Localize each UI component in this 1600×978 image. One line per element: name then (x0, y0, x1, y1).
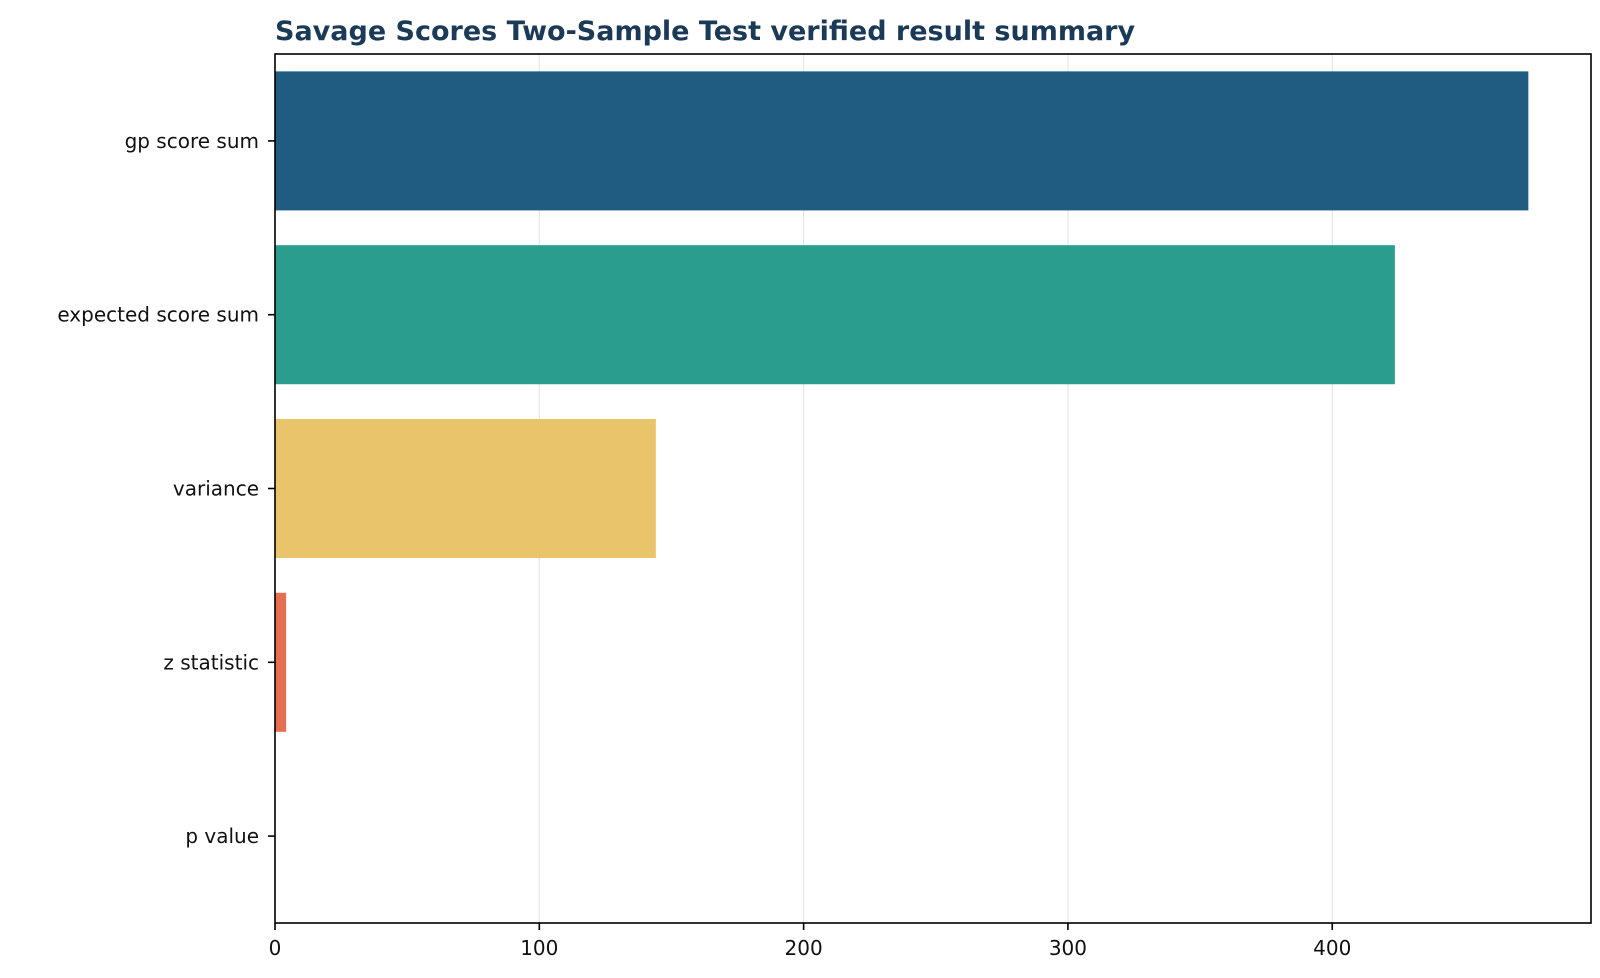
bar-variance (275, 418, 656, 559)
bar-z-statistic (275, 592, 287, 732)
y-tick-label: gp score sum (125, 129, 259, 153)
y-axis: gp score sum expected score sum variance z … (57, 129, 275, 848)
x-tick-label: 300 (1049, 936, 1087, 960)
bar-layer (275, 71, 1529, 906)
bar-gp-score-sum (275, 71, 1529, 211)
y-tick-label: expected score sum (57, 303, 259, 327)
x-tick-label: 200 (785, 936, 823, 960)
x-tick-label: 400 (1313, 936, 1351, 960)
y-tick-label: p value (185, 824, 259, 848)
bar-expected-score-sum (275, 245, 1395, 385)
chart-title: Savage Scores Two-Sample Test verified r… (275, 16, 1135, 47)
y-tick-label: variance (173, 477, 259, 501)
x-axis: 0 100 200 300 400 (269, 923, 1351, 960)
x-tick-label: 0 (269, 936, 282, 960)
y-tick-label: z statistic (163, 650, 259, 674)
x-tick-label: 100 (520, 936, 558, 960)
